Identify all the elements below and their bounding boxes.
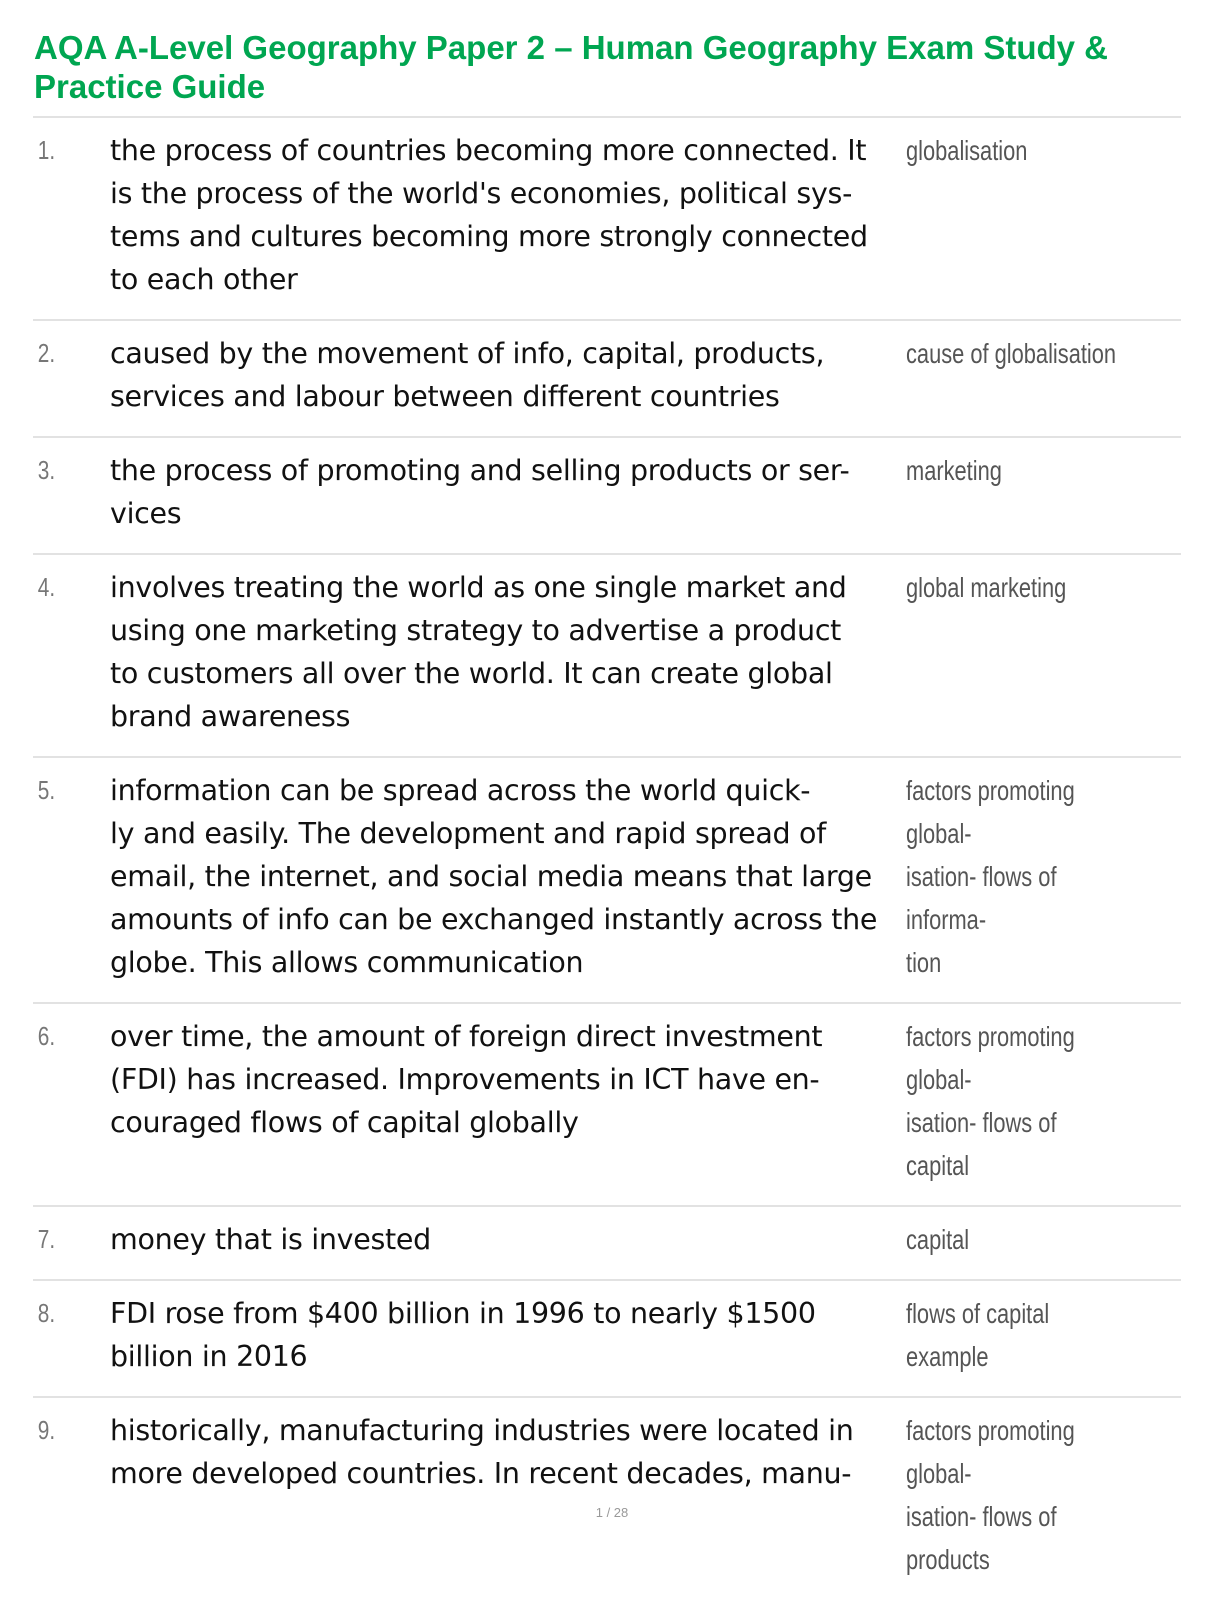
item-number: 6. [37,1021,56,1051]
item-term: factors promoting global- isation- flows… [906,1415,1075,1575]
item-term: factors promoting global- isation- flows… [906,775,1075,978]
item-definition: the process of countries becoming more c… [110,134,868,296]
item-definition: caused by the movement of info, capital,… [110,337,825,413]
item-term: flows of capital example [906,1298,1050,1372]
item-number: 7. [37,1224,56,1254]
item-definition: information can be spread across the wor… [110,774,878,979]
list-item: 3. the process of promoting and selling p… [33,438,1181,555]
item-definition: involves treating the world as one singl… [110,571,847,733]
list-item: 1. the process of countries becoming more… [33,118,1181,321]
page-number: 1 / 28 [595,1505,629,1520]
item-term: marketing [906,455,1002,486]
item-number: 2. [37,338,56,368]
list-item: 2. caused by the movement of info, capita… [33,321,1181,438]
item-number: 4. [37,572,56,602]
list-item: 7. money that is invested capital [33,1207,1181,1281]
item-term: capital [906,1224,970,1255]
item-number: 8. [37,1298,56,1328]
item-number: 9. [37,1415,56,1445]
item-definition: money that is invested [110,1223,431,1256]
page-title: AQA A-Level Geography Paper 2 – Human Ge… [34,29,1108,105]
item-definition: FDI rose from $400 billion in 1996 to ne… [110,1297,816,1373]
item-term: factors promoting global- isation- flows… [906,1021,1075,1181]
list-item: 8. FDI rose from $400 billion in 1996 to … [33,1281,1181,1398]
item-definition: over time, the amount of foreign direct … [110,1020,823,1139]
item-definition: the process of promoting and selling pro… [110,454,850,530]
list-item: 6. over time, the amount of foreign direc… [33,1004,1181,1207]
list-item: 9. historically, manufacturing industries… [33,1398,1181,1599]
item-number: 1. [37,135,56,165]
item-number: 3. [37,455,56,485]
item-term: global marketing [906,572,1067,603]
flashcard-list: 1. the process of countries becoming more… [33,116,1181,1599]
item-term: cause of globalisation [906,338,1117,369]
list-item: 4. involves treating the world as one sin… [33,555,1181,758]
item-definition: historically, manufacturing industries w… [110,1414,854,1490]
item-term: globalisation [906,135,1028,166]
list-item: 5. information can be spread across the w… [33,758,1181,1004]
item-number: 5. [37,775,56,805]
